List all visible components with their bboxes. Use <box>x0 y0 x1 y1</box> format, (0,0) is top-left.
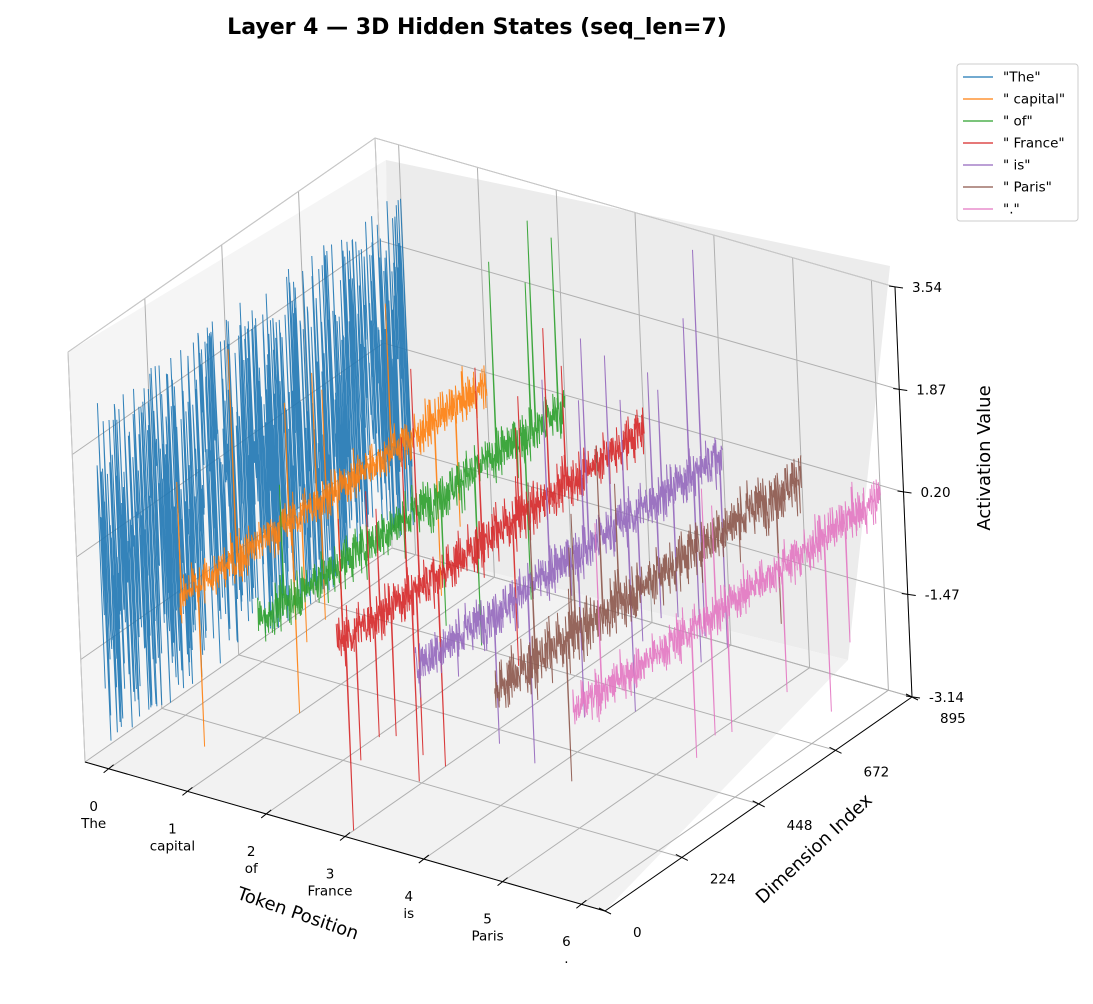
floor-pane <box>85 548 848 911</box>
y-axis-label: Dimension Index <box>752 790 877 909</box>
y-tick <box>829 746 842 754</box>
x-tick-label: 2 of <box>245 844 259 877</box>
y-tick-label: 895 <box>940 711 966 727</box>
legend-label: "." <box>1003 202 1020 218</box>
legend-label: " Paris" <box>1003 180 1052 196</box>
legend-label: " is" <box>1003 158 1031 174</box>
y-tick <box>752 800 765 808</box>
y-tick-label: 0 <box>633 925 642 941</box>
z-tick <box>893 388 908 391</box>
x-tick <box>182 786 193 796</box>
z-tick-label: -3.14 <box>929 690 964 706</box>
x-tick <box>260 809 272 819</box>
z-tick-label: 0.20 <box>921 485 951 501</box>
z-tick-label: 1.87 <box>916 383 946 399</box>
z-tick-label: -1.47 <box>925 588 960 604</box>
series-line-2 <box>257 220 566 646</box>
y-tick-label: 672 <box>864 764 890 780</box>
back-pane <box>386 160 890 660</box>
z-tick-label: 3.54 <box>912 280 942 296</box>
axes-layer: 0 The 1 capital 2 of 3 France 4 is 5 Paris 6. 0 224 448… <box>80 280 966 967</box>
pane-edge <box>67 137 376 353</box>
z-axis-label: Activation Value <box>974 385 995 530</box>
series-line-0 <box>96 198 414 741</box>
legend-label: "The" <box>1003 70 1041 86</box>
legend-frame <box>956 63 1079 222</box>
x-tick <box>339 832 351 841</box>
z-tick <box>888 285 904 289</box>
x-tick <box>103 764 114 774</box>
x-tick-label: 5 Paris <box>471 912 503 945</box>
pane-edge <box>67 351 86 763</box>
series-line-5 <box>494 445 802 782</box>
x-tick <box>497 877 508 887</box>
y-tick <box>598 907 612 915</box>
x-tick-label: 0 The <box>80 799 106 832</box>
series-line-6 <box>572 479 881 758</box>
x-tick <box>418 854 430 864</box>
legend: "The" " capital" " of" " France" " is" " Pari… <box>956 63 1079 222</box>
x-tick-label: 3 France <box>308 867 353 900</box>
x-tick <box>576 899 587 909</box>
chart-title: Layer 4 — 3D Hidden States (seq_len=7) <box>227 15 727 40</box>
legend-label: " of" <box>1003 114 1033 130</box>
z-tick <box>901 593 916 596</box>
x-tick-label: 4 is <box>403 889 414 922</box>
z-tick <box>897 490 912 494</box>
pane-edge <box>374 137 896 288</box>
y-tick-label: 224 <box>710 871 736 887</box>
y-tick <box>675 853 689 861</box>
series-layer <box>96 198 881 831</box>
series-line-1 <box>176 303 488 747</box>
series-line-3 <box>335 328 645 831</box>
z-tick <box>905 695 921 699</box>
y-tick-label: 448 <box>787 818 813 834</box>
legend-label: " capital" <box>1003 92 1065 108</box>
x-tick-label: 1 capital <box>150 821 195 854</box>
x-tick-label: 6. <box>562 934 571 967</box>
legend-label: " France" <box>1003 136 1065 152</box>
